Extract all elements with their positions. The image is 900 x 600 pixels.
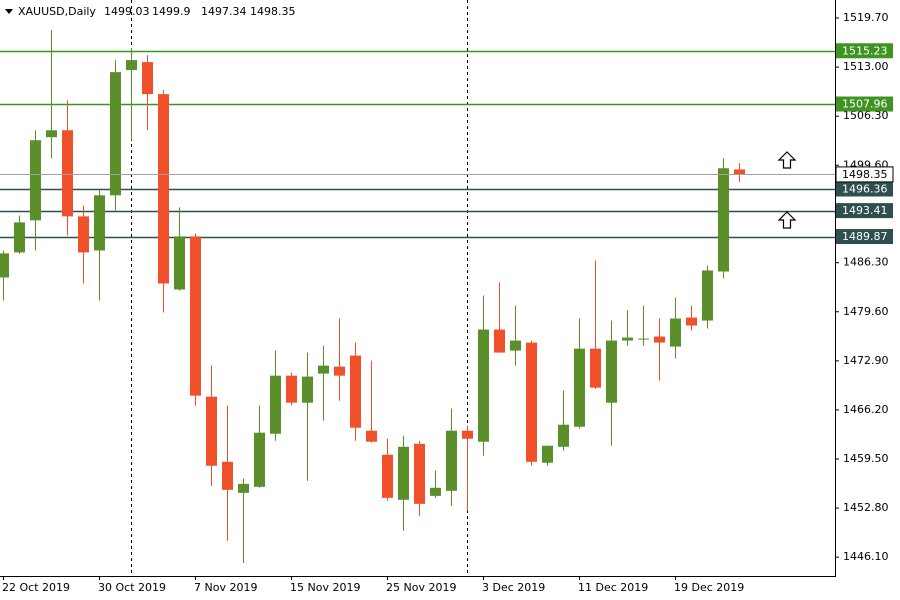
candle-body: [110, 72, 121, 196]
y-tick-label: 1519.70: [843, 11, 889, 24]
candle-body: [142, 62, 153, 95]
x-tick-label: 25 Nov 2019: [386, 581, 456, 594]
plot: [0, 30, 835, 563]
x-tick-label: 22 Oct 2019: [2, 581, 70, 594]
candle-body: [638, 338, 649, 340]
candle-body: [670, 318, 681, 347]
x-tick-label: 30 Oct 2019: [98, 581, 166, 594]
y-tick-label: 1446.10: [843, 550, 889, 563]
low-value: 1497.34: [201, 5, 247, 18]
level-label-box: [836, 203, 893, 219]
candle-body: [446, 430, 457, 491]
menu-icon[interactable]: [5, 9, 13, 14]
candle-body: [190, 236, 201, 396]
candle-body: [718, 168, 729, 272]
candle-body: [542, 445, 553, 463]
candle-body: [334, 366, 345, 376]
x-tick-label: 3 Dec 2019: [482, 581, 545, 594]
level-label-box: [836, 96, 893, 112]
candle-body: [222, 461, 233, 490]
close-value: 1498.35: [250, 5, 296, 18]
level-label: 1496.36: [842, 182, 888, 195]
arrow-icon: [777, 211, 797, 229]
candle-body: [158, 94, 169, 284]
y-tick-label: 1466.20: [843, 403, 889, 416]
y-tick-label: 1486.30: [843, 256, 889, 269]
candle-body: [270, 375, 281, 434]
candle-body: [78, 216, 89, 253]
candle-body: [398, 446, 409, 500]
x-tick-label: 15 Nov 2019: [290, 581, 360, 594]
candle-body: [558, 424, 569, 447]
candle-body: [366, 430, 377, 442]
candle-body: [734, 169, 745, 175]
candle-body: [462, 430, 473, 439]
level-label: 1507.96: [842, 98, 888, 111]
x-tick-label: 19 Dec 2019: [674, 581, 744, 594]
candle-body: [174, 236, 185, 290]
level-label: 1515.23: [842, 44, 888, 57]
y-tick-label: 1506.30: [843, 109, 889, 122]
candle-body: [238, 483, 249, 493]
candle-body: [414, 443, 425, 504]
candle-body: [30, 140, 41, 221]
symbol: XAUUSD,Daily: [18, 5, 96, 18]
open-value: 1499.03: [104, 5, 150, 18]
candle-body: [622, 337, 633, 341]
candle-body: [510, 340, 521, 351]
y-tick-label: 1452.80: [843, 501, 889, 514]
candle-body: [574, 348, 585, 427]
candle-body: [62, 130, 73, 217]
candle-body: [254, 432, 265, 487]
x-tick-label: 11 Dec 2019: [578, 581, 648, 594]
candle-body: [0, 253, 9, 278]
y-tick-label: 1459.50: [843, 452, 889, 465]
candle-body: [494, 329, 505, 353]
candle-body: [46, 130, 57, 138]
candle-body: [654, 336, 665, 343]
arrow-icon: [777, 151, 797, 169]
candle-body: [526, 342, 537, 462]
candle-body: [606, 340, 617, 403]
candle-body: [94, 195, 105, 251]
candle-body: [702, 270, 713, 321]
candle-body: [302, 376, 313, 403]
y-tick-label: 1479.60: [843, 305, 889, 318]
price-label: 1498.35: [842, 168, 888, 181]
candle-body: [318, 365, 329, 374]
level-label: 1489.87: [842, 230, 888, 243]
level-label-box: [836, 181, 893, 197]
y-tick-label: 1472.90: [843, 354, 889, 367]
candle-body: [382, 454, 393, 498]
candle-body: [206, 396, 217, 466]
high-value: 1499.9: [152, 5, 191, 18]
price-label-box: [835, 166, 894, 183]
candle-body: [14, 222, 25, 253]
level-label-box: [836, 229, 893, 245]
candle-body: [286, 375, 297, 403]
level-label-box: [836, 43, 893, 59]
level-label: 1493.41: [842, 204, 888, 217]
candle-body: [430, 487, 441, 496]
candle-body: [478, 329, 489, 442]
y-tick-label: 1513.00: [843, 60, 889, 73]
candle-body: [590, 348, 601, 388]
x-tick-label: 7 Nov 2019: [194, 581, 257, 594]
candle-body: [126, 60, 137, 71]
candle-body: [686, 317, 697, 326]
candle-body: [350, 355, 361, 428]
